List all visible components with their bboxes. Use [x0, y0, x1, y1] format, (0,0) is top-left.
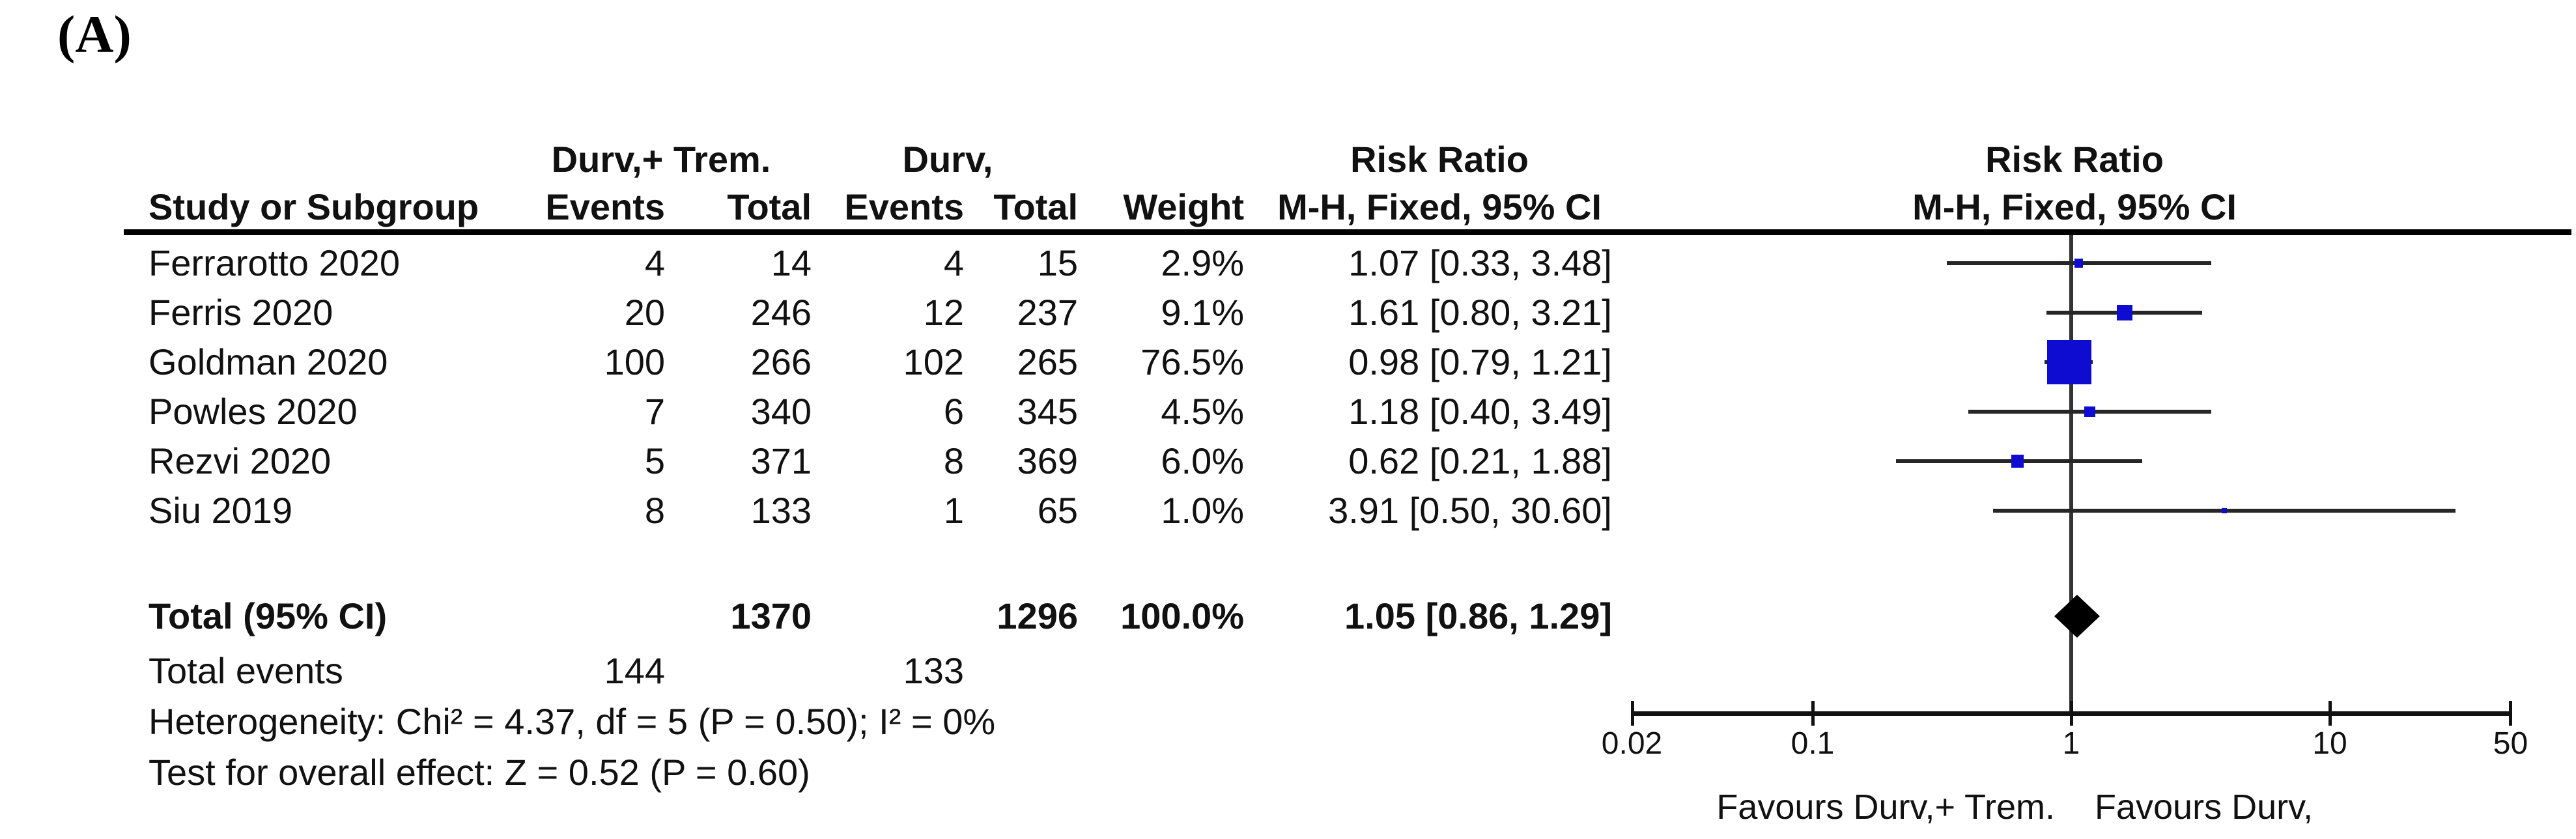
study-column-header: Study or Subgroup	[149, 186, 479, 227]
ci-text-cell: 1.07 [0.33, 3.48]	[1348, 242, 1612, 283]
study-name: Ferris 2020	[149, 292, 333, 333]
group-header-durv: Durv,	[902, 139, 993, 180]
events2-cell: 102	[903, 341, 964, 382]
events2-column-header: Events	[844, 186, 964, 227]
ci-text-cell: 0.98 [0.79, 1.21]	[1348, 341, 1612, 382]
study-name: Siu 2019	[149, 490, 293, 531]
study-name: Powles 2020	[149, 391, 358, 432]
ci-text-cell: 0.62 [0.21, 1.88]	[1348, 440, 1612, 481]
effect-marker	[2222, 508, 2228, 513]
weight-cell: 9.1%	[1161, 292, 1244, 333]
total2-cell: 237	[1017, 292, 1078, 333]
overall-effect-text: Test for overall effect: Z = 0.52 (P = 0…	[149, 752, 810, 793]
method-header-left: M-H, Fixed, 95% CI	[1277, 186, 1602, 227]
events2-cell: 6	[943, 391, 964, 432]
effect-marker	[2046, 340, 2091, 384]
effect-marker	[2074, 259, 2084, 268]
total1-cell: 14	[771, 242, 812, 283]
ci-text-cell: 3.91 [0.50, 30.60]	[1328, 490, 1612, 531]
total-events-label: Total events	[149, 650, 343, 691]
study-name: Goldman 2020	[149, 341, 388, 382]
events1-cell: 8	[644, 490, 665, 531]
events2-cell: 12	[923, 292, 964, 333]
total1-cell: 246	[750, 292, 812, 333]
weight-cell: 4.5%	[1161, 391, 1244, 432]
effect-marker	[2011, 455, 2024, 468]
axis-tick-label: 0.02	[1601, 726, 1663, 761]
events2-cell: 4	[943, 242, 964, 283]
favours-left-label: Favours Durv,+ Trem.	[1716, 788, 2055, 827]
total1-cell: 266	[750, 341, 812, 382]
total2-cell: 15	[1037, 242, 1078, 283]
ci-text-cell: 1.18 [0.40, 3.49]	[1348, 391, 1612, 432]
total1-column-header: Total	[727, 186, 812, 227]
weight-cell: 1.0%	[1161, 490, 1244, 531]
total1-cell: 371	[750, 440, 812, 481]
total-label: Total (95% CI)	[149, 595, 388, 636]
heterogeneity-text: Heterogeneity: Chi² = 4.37, df = 5 (P = …	[149, 701, 996, 742]
weight-column-header: Weight	[1123, 186, 1244, 227]
total2-cell: 265	[1017, 341, 1078, 382]
header-rule	[124, 229, 2571, 235]
summary-diamond	[2054, 595, 2100, 638]
axis-tick	[2328, 701, 2332, 726]
group-header-durv-trem: Durv,+ Trem.	[551, 139, 771, 180]
risk-ratio-header-left: Risk Ratio	[1350, 139, 1529, 180]
events1-cell: 100	[604, 341, 665, 382]
events2-cell: 1	[943, 490, 964, 531]
axis-tick-label: 10	[2312, 726, 2347, 761]
axis-tick-label: 50	[2493, 726, 2528, 761]
total2-cell: 369	[1017, 440, 1078, 481]
favours-right-label: Favours Durv,	[2095, 788, 2314, 827]
axis-tick	[1630, 701, 1634, 726]
total-events2-cell: 133	[903, 650, 964, 691]
total-events1-cell: 144	[604, 650, 665, 691]
total2-column-header: Total	[993, 186, 1078, 227]
events1-cell: 4	[644, 242, 665, 283]
weight-cell: 6.0%	[1161, 440, 1244, 481]
total-weight-cell: 100.0%	[1120, 595, 1244, 636]
total1-sum-cell: 1370	[730, 595, 812, 636]
axis-tick	[1811, 701, 1815, 726]
total2-sum-cell: 1296	[997, 595, 1078, 636]
events2-cell: 8	[943, 440, 964, 481]
risk-ratio-header-right: Risk Ratio	[1985, 139, 2164, 180]
null-line	[2069, 235, 2073, 713]
axis-tick	[2070, 701, 2073, 726]
axis-tick	[2509, 701, 2513, 726]
total1-cell: 133	[750, 490, 812, 531]
total2-cell: 345	[1017, 391, 1078, 432]
ci-text-cell: 1.61 [0.80, 3.21]	[1348, 292, 1612, 333]
study-name: Ferrarotto 2020	[149, 242, 400, 283]
method-header-right: M-H, Fixed, 95% CI	[1912, 186, 2237, 227]
total-ci-text-cell: 1.05 [0.86, 1.29]	[1344, 595, 1612, 636]
axis-tick-label: 1	[2062, 726, 2080, 761]
events1-cell: 5	[644, 440, 665, 481]
study-name: Rezvi 2020	[149, 440, 332, 481]
weight-cell: 76.5%	[1140, 341, 1244, 382]
effect-marker	[2117, 305, 2132, 320]
total2-cell: 65	[1037, 490, 1078, 531]
axis-tick-label: 0.1	[1790, 726, 1835, 761]
weight-cell: 2.9%	[1161, 242, 1244, 283]
events1-cell: 20	[624, 292, 665, 333]
events1-column-header: Events	[545, 186, 665, 227]
panel-label: (A)	[57, 5, 132, 64]
total1-cell: 340	[750, 391, 812, 432]
events1-cell: 7	[644, 391, 665, 432]
effect-marker	[2084, 406, 2095, 418]
